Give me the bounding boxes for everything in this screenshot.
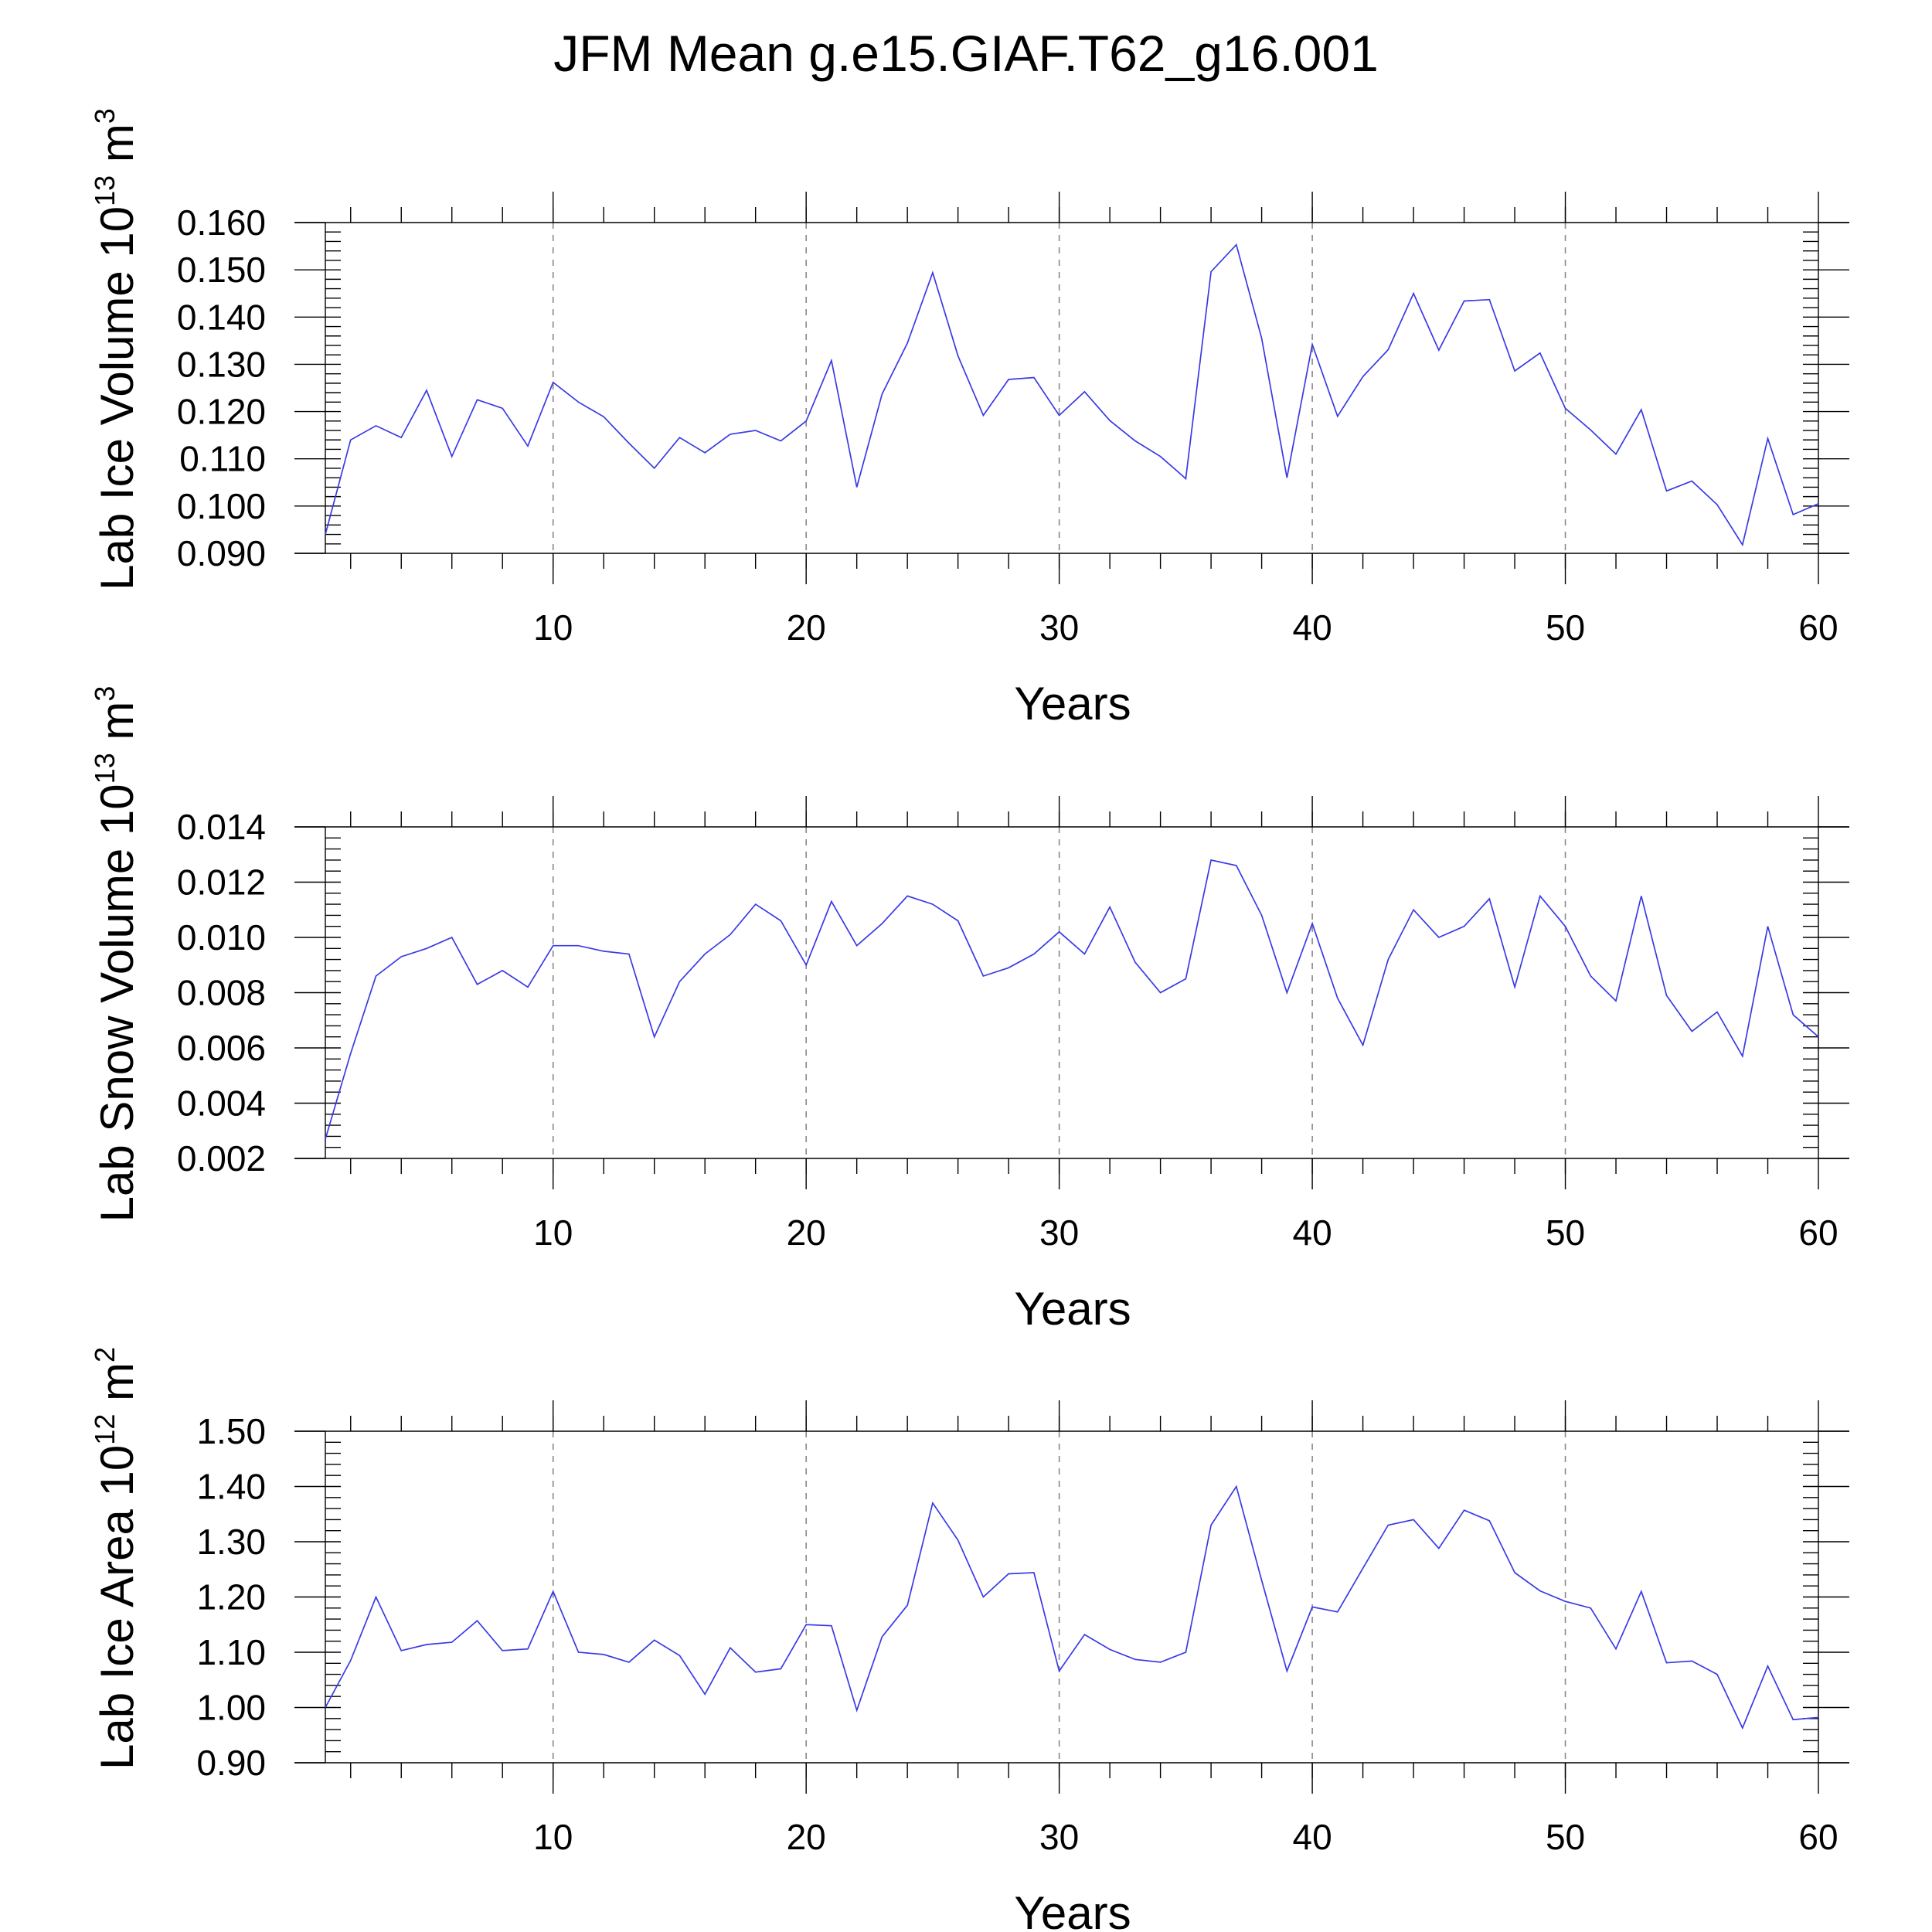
y-axis-label-exponent: 13 — [89, 175, 121, 206]
series-line — [325, 859, 1819, 1140]
x-tick-label: 50 — [1546, 1817, 1585, 1857]
x-tick-label: 60 — [1798, 1817, 1838, 1857]
y-axis-label-unit: m — [91, 702, 143, 753]
x-tick-label: 40 — [1292, 1213, 1332, 1253]
y-axis-label-unit-exponent: 3 — [89, 686, 121, 702]
y-axis-label-exponent: 12 — [89, 1414, 121, 1445]
x-tick-label: 50 — [1546, 607, 1585, 648]
figure-title: JFM Mean g.e15.GIAF.T62_g16.001 — [553, 25, 1379, 82]
x-tick-label: 30 — [1039, 1213, 1079, 1253]
x-tick-label: 10 — [533, 607, 573, 648]
y-axis-label: Lab Ice Volume 1013 m3 — [89, 108, 143, 590]
series-line — [325, 1485, 1819, 1730]
y-tick-label: 0.012 — [177, 862, 266, 903]
y-tick-label: 0.140 — [177, 297, 266, 337]
y-tick-label: 0.014 — [177, 807, 266, 847]
panels: 0.090 0.100 0.110 0.120 0.130 0.140 0.150 0.160… — [89, 108, 1849, 1932]
x-tick-label: 20 — [787, 1817, 826, 1857]
y-axis-label-unit: m — [91, 124, 143, 175]
chart-panel-2: 0.002 0.004 0.006 0.008 0.010 0.012 0.014 10 20 3… — [89, 686, 1849, 1335]
y-axis-label-base: Lab Snow Volume 10 — [91, 784, 143, 1222]
y-tick-label: 0.150 — [177, 250, 266, 290]
x-tick-label: 20 — [787, 607, 826, 648]
y-axis-label-base: Lab Ice Area 10 — [91, 1445, 143, 1770]
x-axis-label: Years — [1014, 1887, 1131, 1932]
y-tick-label: 0.008 — [177, 973, 266, 1013]
y-tick-label: 0.100 — [177, 486, 266, 526]
x-tick-label: 60 — [1798, 1213, 1838, 1253]
y-tick-label: 0.010 — [177, 917, 266, 957]
y-axis-label: Lab Ice Area 1012 m2 — [89, 1347, 143, 1770]
y-tick-label: 0.110 — [179, 439, 266, 479]
y-tick-label: 0.130 — [177, 344, 266, 384]
y-tick-label: 1.30 — [196, 1522, 266, 1562]
x-axis-label: Years — [1014, 1283, 1131, 1335]
x-tick-label: 60 — [1798, 607, 1838, 648]
y-tick-label: 0.90 — [196, 1743, 266, 1783]
y-tick-label: 1.40 — [196, 1467, 266, 1507]
y-tick-label: 0.006 — [177, 1028, 266, 1068]
x-tick-label: 20 — [787, 1213, 826, 1253]
x-tick-label: 10 — [533, 1213, 573, 1253]
chart-panel-3: 0.90 1.00 1.10 1.20 1.30 1.40 1.50 10 20 30 40 50 60… — [89, 1347, 1849, 1932]
y-axis-label-unit: m — [91, 1362, 143, 1414]
y-tick-label: 0.004 — [177, 1083, 266, 1124]
y-axis-label-unit-exponent: 3 — [89, 108, 121, 124]
y-tick-label: 1.00 — [196, 1688, 266, 1728]
y-tick-label: 0.160 — [177, 202, 266, 243]
x-axis-label: Years — [1014, 678, 1131, 730]
series-line — [325, 243, 1819, 547]
y-axis-label-base: Lab Ice Volume 10 — [91, 206, 143, 590]
chart-panel-1: 0.090 0.100 0.110 0.120 0.130 0.140 0.150 0.160… — [89, 108, 1849, 730]
y-axis-label-exponent: 13 — [89, 753, 121, 784]
y-tick-label: 1.20 — [196, 1577, 266, 1617]
x-tick-label: 30 — [1039, 607, 1079, 648]
x-tick-label: 30 — [1039, 1817, 1079, 1857]
x-tick-label: 40 — [1292, 1817, 1332, 1857]
y-tick-label: 0.090 — [177, 533, 266, 573]
y-tick-label: 1.10 — [196, 1632, 266, 1672]
y-tick-label: 1.50 — [196, 1411, 266, 1451]
x-tick-label: 40 — [1292, 607, 1332, 648]
y-tick-label: 0.120 — [177, 392, 266, 432]
x-tick-label: 50 — [1546, 1213, 1585, 1253]
y-axis-label-unit-exponent: 2 — [89, 1347, 121, 1362]
x-tick-label: 10 — [533, 1817, 573, 1857]
y-tick-label: 0.002 — [177, 1138, 266, 1179]
y-axis-label: Lab Snow Volume 1013 m3 — [89, 686, 143, 1223]
